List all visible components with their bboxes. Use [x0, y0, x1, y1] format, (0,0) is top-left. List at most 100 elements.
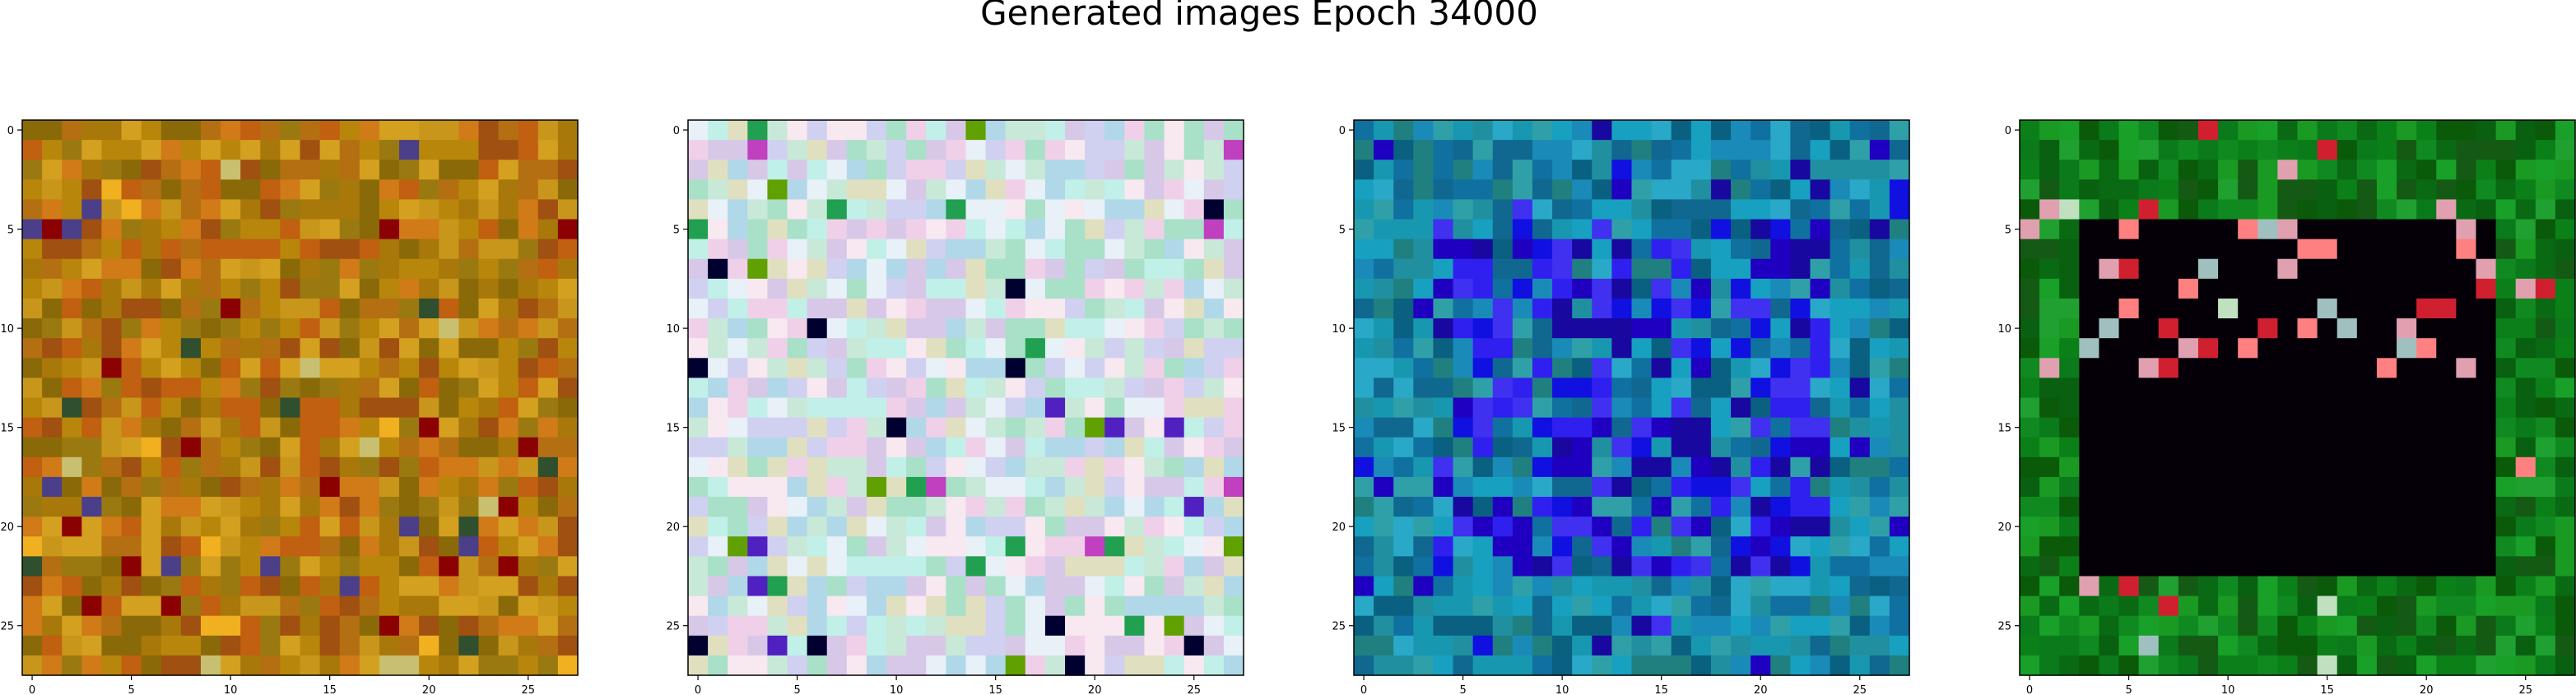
pixel [2238, 239, 2258, 260]
pixel [2515, 615, 2536, 637]
pixel [458, 298, 480, 319]
x-tick-label: 0 [695, 684, 701, 695]
pixel [1433, 437, 1454, 458]
pixel [946, 338, 967, 359]
pixel [300, 437, 321, 458]
pixel [339, 358, 360, 378]
pixel [767, 576, 788, 597]
pixel [101, 576, 123, 597]
pixel [1025, 397, 1046, 419]
pixel [747, 338, 769, 359]
pixel [1144, 576, 1165, 597]
pixel [1770, 437, 1791, 458]
pixel [1512, 219, 1533, 240]
pixel [2218, 556, 2239, 577]
pixel [747, 199, 769, 220]
pixel [200, 417, 221, 438]
pixel [1611, 278, 1633, 299]
pixel [846, 298, 867, 319]
pixel [180, 219, 202, 240]
pixel [1453, 239, 1474, 260]
pixel [2476, 219, 2497, 240]
pixel [1671, 278, 1692, 299]
pixel [1889, 278, 1910, 299]
pixel [1512, 517, 1533, 537]
pixel [886, 179, 907, 201]
pixel [1651, 655, 1672, 676]
pixel [200, 476, 221, 498]
pixel [906, 556, 927, 577]
pixel [985, 318, 1007, 339]
pixel [926, 160, 946, 180]
pixel [1044, 536, 1066, 557]
pixel [221, 437, 241, 458]
pixel [379, 517, 400, 537]
pixel [498, 160, 519, 180]
pixel [926, 476, 946, 498]
pixel [1751, 635, 1771, 656]
pixel [1025, 615, 1046, 637]
pixel [1611, 536, 1633, 557]
pixel [946, 219, 967, 240]
pixel [339, 595, 360, 617]
pixel [1512, 160, 1533, 180]
pixel [767, 298, 788, 319]
pixel [2079, 476, 2100, 498]
pixel [2178, 179, 2199, 201]
pixel [1731, 378, 1751, 399]
pixel [1690, 397, 1712, 419]
pixel [906, 476, 927, 498]
pixel [22, 278, 43, 299]
pixel [2356, 517, 2378, 537]
pixel [1651, 576, 1672, 597]
pixel [1731, 120, 1751, 141]
pixel [708, 456, 728, 478]
pixel [1869, 120, 1890, 141]
pixel [160, 397, 182, 419]
pixel [2456, 595, 2477, 617]
pixel [2178, 318, 2199, 339]
pixel [260, 298, 281, 319]
pixel [1889, 199, 1910, 220]
pixel [22, 219, 43, 240]
pixel [121, 456, 142, 478]
pixel [2317, 239, 2338, 260]
pixel [1810, 258, 1831, 280]
pixel [1849, 417, 1871, 438]
y-tick-label: 20 [666, 521, 680, 534]
pixel [1453, 476, 1474, 498]
pixel [1124, 615, 1146, 637]
pixel [260, 655, 281, 676]
pixel [1354, 536, 1374, 557]
pixel [1085, 576, 1105, 597]
pixel [2099, 595, 2120, 617]
pixel [2416, 556, 2437, 577]
pixel [1005, 298, 1026, 319]
pixel [708, 219, 728, 240]
pixel [141, 517, 162, 537]
pixel [826, 160, 848, 180]
pixel [2138, 595, 2160, 617]
pixel [2079, 615, 2100, 637]
pixel [1830, 576, 1851, 597]
pixel [728, 298, 748, 319]
pixel [2297, 536, 2318, 557]
pixel [688, 576, 709, 597]
pixel [2138, 437, 2160, 458]
pixel [1124, 160, 1146, 180]
pixel [2317, 417, 2338, 438]
pixel [1005, 635, 1026, 656]
pixel [42, 219, 63, 240]
pixel [1453, 456, 1474, 478]
pixel [728, 635, 748, 656]
y-tick-label: 0 [2005, 125, 2011, 137]
pixel [2495, 278, 2517, 299]
pixel [688, 120, 709, 141]
pixel [985, 536, 1007, 557]
pixel [2218, 456, 2239, 478]
pixel [2079, 556, 2100, 577]
pixel [1751, 358, 1771, 378]
pixel [2238, 318, 2258, 339]
pixel [708, 298, 728, 319]
